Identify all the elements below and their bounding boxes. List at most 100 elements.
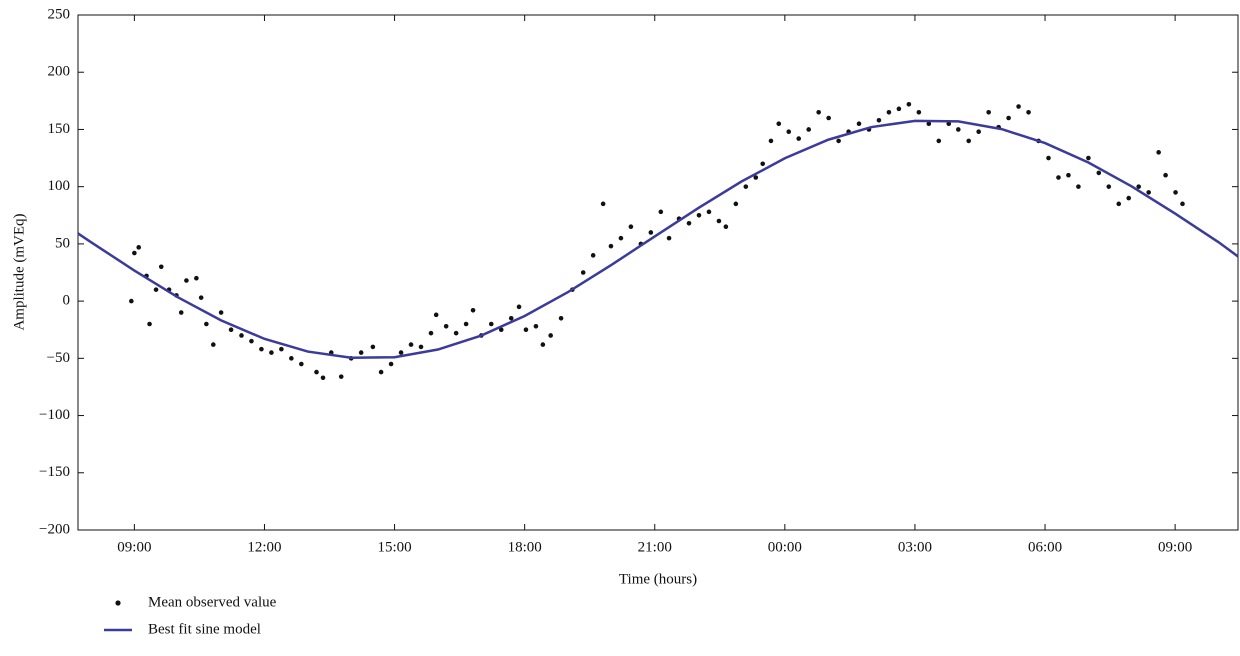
y-tick-label: 200 [48, 64, 71, 80]
data-point [516, 304, 522, 310]
data-point [488, 321, 494, 327]
y-axis-label: Amplitude (mVEq) [11, 213, 27, 330]
y-tick-label: 250 [48, 6, 71, 22]
data-point [906, 101, 912, 107]
data-point [1126, 195, 1132, 201]
data-point [249, 338, 254, 344]
y-tick-label: 0 [63, 293, 71, 309]
data-point [1146, 190, 1151, 195]
data-point [147, 321, 152, 327]
data-point [204, 321, 209, 327]
data-point [1076, 184, 1081, 189]
data-point [580, 270, 586, 275]
data-point [358, 350, 364, 355]
y-tick-label: −50 [47, 350, 70, 366]
data-point [816, 109, 821, 115]
data-point [706, 209, 712, 215]
data-point [1136, 184, 1141, 189]
data-point [178, 310, 184, 315]
data-point [886, 109, 892, 115]
legend-label: Best fit sine model [148, 621, 261, 637]
fit-line [77, 119, 1239, 360]
y-tick-label: 50 [55, 235, 70, 251]
data-point [269, 350, 274, 355]
data-point [796, 136, 802, 141]
data-point [453, 330, 459, 336]
data-point [768, 138, 774, 144]
legend-label: Mean observed value [148, 594, 277, 610]
data-point [1106, 184, 1112, 189]
data-point [132, 250, 137, 256]
data-point [388, 361, 394, 367]
data-point [760, 161, 766, 167]
data-point [1096, 170, 1102, 176]
y-tick-label: 100 [48, 178, 71, 194]
x-axis-label: Time (hours) [619, 571, 697, 587]
data-point [716, 218, 722, 224]
data-point [433, 312, 439, 318]
data-point [608, 243, 614, 249]
data-point [966, 138, 972, 144]
data-point [498, 327, 504, 333]
data-point [1086, 155, 1091, 161]
data-point [876, 117, 882, 123]
data-point [533, 323, 539, 329]
data-point [320, 375, 326, 381]
x-tick-label: 03:00 [898, 539, 932, 555]
data-point [289, 356, 294, 361]
y-tick-label: −150 [39, 464, 70, 480]
data-point [279, 346, 284, 352]
x-tick-label: 12:00 [247, 539, 281, 555]
data-point [398, 350, 404, 355]
data-point [806, 127, 811, 132]
y-tick-label: −200 [39, 521, 70, 537]
data-point [548, 333, 553, 338]
data-point [184, 278, 189, 283]
plot-frame [77, 14, 1239, 531]
x-tick-label: 15:00 [377, 539, 411, 555]
data-point [666, 235, 672, 241]
data-point [776, 121, 782, 127]
data-point [836, 138, 841, 144]
x-tick-label: 06:00 [1028, 539, 1062, 555]
data-point [658, 209, 664, 215]
data-point [338, 374, 344, 379]
data-point [753, 175, 759, 180]
data-point [1156, 150, 1161, 155]
data-point [1173, 190, 1178, 195]
data-point [239, 333, 244, 338]
data-point [648, 230, 654, 235]
data-point [1180, 201, 1185, 207]
data-point [733, 201, 739, 207]
data-point [590, 253, 596, 258]
data-point [540, 342, 546, 347]
data-point [618, 235, 624, 241]
data-point [1026, 109, 1031, 115]
data-point [723, 224, 729, 230]
data-point [470, 307, 476, 313]
data-point [936, 138, 942, 144]
data-point [786, 129, 792, 135]
data-point [418, 344, 424, 350]
data-point [1046, 155, 1051, 161]
x-tick-label: 09:00 [117, 539, 151, 555]
data-point [686, 220, 692, 226]
data-point [916, 109, 922, 115]
legend-marker [115, 600, 121, 606]
data-point [508, 315, 514, 321]
data-point [194, 275, 199, 281]
data-point [743, 184, 749, 189]
data-point [926, 121, 932, 127]
data-point [558, 315, 564, 321]
data-point [600, 201, 606, 207]
data-point [1016, 104, 1021, 109]
data-point [443, 323, 449, 329]
data-point [259, 346, 264, 352]
data-point [523, 327, 529, 333]
data-point [696, 212, 702, 218]
data-point [378, 369, 384, 375]
data-point [976, 129, 981, 135]
x-tick-label: 21:00 [638, 539, 672, 555]
data-point [628, 224, 634, 230]
